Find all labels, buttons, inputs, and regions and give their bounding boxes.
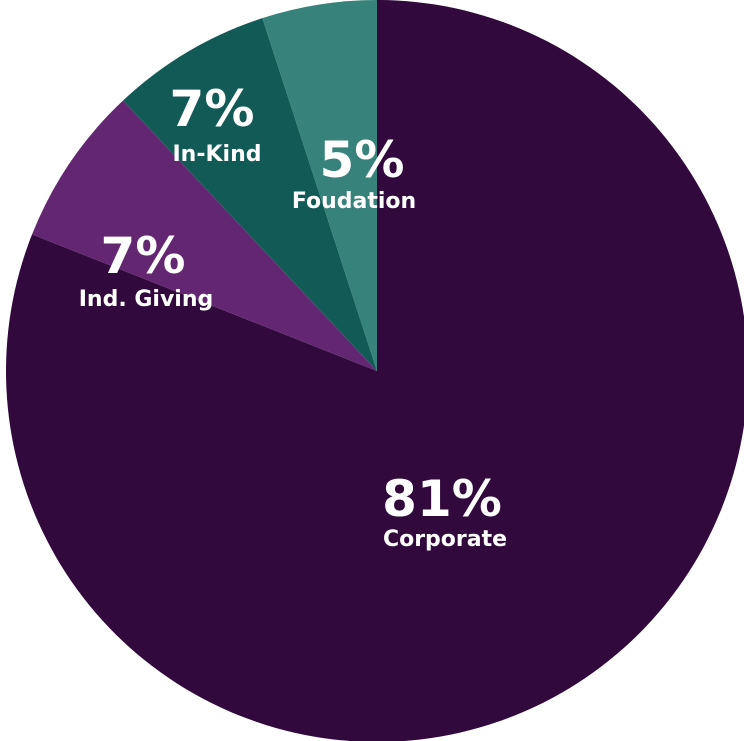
slice-value-label-in-kind: 7% <box>170 80 255 138</box>
slice-category-label-in-kind: In-Kind <box>173 142 262 167</box>
pie-slice-foudation <box>262 0 377 371</box>
pie-slices <box>6 0 744 741</box>
pie-slice-in-kind <box>123 18 377 372</box>
slice-value-label-foudation: 5% <box>320 131 405 189</box>
slice-category-label-corporate: Corporate <box>383 527 507 552</box>
pie-labels: 81% Corporate 7% Ind. Giving 7% In-Kind … <box>79 80 507 552</box>
slice-category-label-ind-giving: Ind. Giving <box>79 287 214 312</box>
slice-value-label-ind-giving: 7% <box>101 227 186 285</box>
pie-slice-ind-giving <box>32 100 378 371</box>
pie-slice-corporate <box>6 0 744 741</box>
slice-value-label-corporate: 81% <box>382 470 502 528</box>
slice-category-label-foudation: Foudation <box>292 189 416 214</box>
